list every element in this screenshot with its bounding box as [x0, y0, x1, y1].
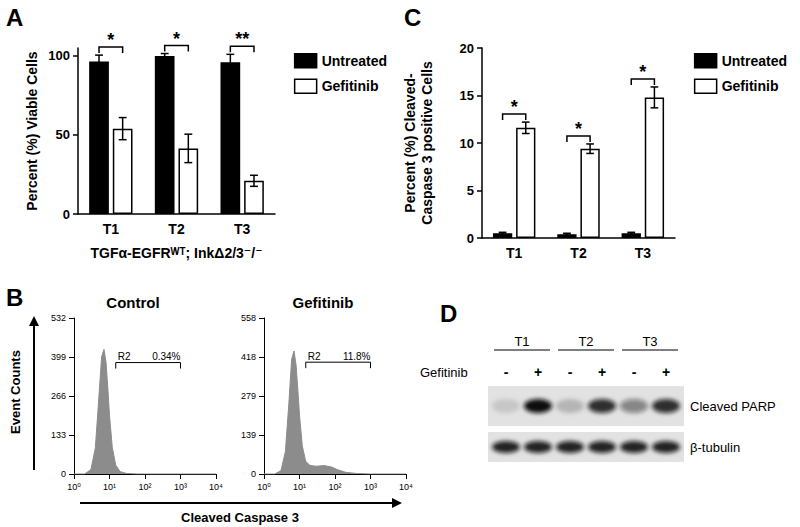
- svg-text:10³: 10³: [364, 482, 377, 492]
- svg-text:532: 532: [51, 313, 66, 323]
- svg-text:Untreated: Untreated: [722, 53, 787, 69]
- svg-text:Gefitinib: Gefitinib: [420, 365, 468, 380]
- svg-text:T2: T2: [168, 221, 185, 237]
- svg-text:558: 558: [241, 313, 256, 323]
- svg-text:279: 279: [241, 391, 256, 401]
- svg-text:*: *: [511, 97, 518, 117]
- svg-text:T1: T1: [514, 334, 529, 349]
- svg-text:0: 0: [251, 469, 256, 479]
- svg-text:T3: T3: [635, 245, 652, 261]
- svg-text:10: 10: [460, 136, 474, 151]
- svg-text:+: +: [662, 364, 670, 380]
- svg-text:10²: 10²: [328, 482, 341, 492]
- svg-text:11.8%: 11.8%: [343, 351, 371, 362]
- svg-text:Percent (%) Viable Cells: Percent (%) Viable Cells: [24, 51, 40, 210]
- svg-text:Gefitinib: Gefitinib: [322, 78, 379, 94]
- svg-text:418: 418: [241, 352, 256, 362]
- svg-text:T3: T3: [642, 334, 657, 349]
- svg-text:10³: 10³: [174, 482, 187, 492]
- svg-text:Gefitinib: Gefitinib: [293, 294, 354, 311]
- svg-text:B: B: [6, 284, 23, 311]
- svg-text:50: 50: [56, 127, 70, 142]
- svg-text:100: 100: [48, 48, 70, 63]
- svg-text:266: 266: [51, 391, 66, 401]
- svg-text:-: -: [632, 364, 637, 380]
- svg-text:Caspase 3 positive Cells: Caspase 3 positive Cells: [419, 61, 435, 225]
- svg-text:10⁴: 10⁴: [399, 482, 413, 492]
- svg-text:10⁰: 10⁰: [67, 482, 81, 492]
- svg-text:β-tubulin: β-tubulin: [690, 440, 740, 455]
- svg-text:10¹: 10¹: [293, 482, 306, 492]
- svg-text:T3: T3: [234, 221, 251, 237]
- svg-text:+: +: [534, 364, 542, 380]
- svg-text:Untreated: Untreated: [322, 53, 387, 69]
- svg-text:0: 0: [61, 469, 66, 479]
- svg-text:10⁴: 10⁴: [209, 482, 223, 492]
- svg-text:10⁰: 10⁰: [257, 482, 271, 492]
- svg-text:*: *: [107, 30, 114, 50]
- svg-text:R2: R2: [118, 351, 131, 362]
- svg-text:139: 139: [241, 430, 256, 440]
- svg-text:0: 0: [63, 207, 70, 222]
- svg-text:133: 133: [51, 430, 66, 440]
- svg-text:T1: T1: [103, 221, 120, 237]
- svg-text:399: 399: [51, 352, 66, 362]
- svg-text:-: -: [504, 364, 509, 380]
- svg-text:Percent (%) Cleaved-: Percent (%) Cleaved-: [402, 73, 418, 213]
- svg-text:R2: R2: [308, 351, 321, 362]
- svg-text:0: 0: [467, 231, 474, 246]
- svg-text:Control: Control: [106, 294, 159, 311]
- svg-text:*: *: [575, 119, 582, 139]
- svg-text:0.34%: 0.34%: [152, 351, 180, 362]
- svg-text:**: **: [235, 29, 249, 49]
- svg-text:15: 15: [460, 88, 474, 103]
- svg-text:Cleaved PARP: Cleaved PARP: [690, 399, 776, 414]
- svg-text:10¹: 10¹: [103, 482, 116, 492]
- svg-text:Cleaved Caspase 3: Cleaved Caspase 3: [181, 510, 299, 525]
- svg-text:A: A: [6, 4, 23, 31]
- svg-text:D: D: [440, 300, 457, 327]
- svg-text:Event Counts: Event Counts: [8, 350, 23, 434]
- svg-text:*: *: [173, 29, 180, 49]
- svg-text:20: 20: [460, 41, 474, 56]
- svg-text:T1: T1: [506, 245, 523, 261]
- svg-text:T2: T2: [578, 334, 593, 349]
- svg-text:5: 5: [467, 183, 474, 198]
- svg-text:C: C: [404, 4, 421, 31]
- svg-text:TGFα-EGFRᵂᵀ; InkΔ2/3⁻/⁻: TGFα-EGFRᵂᵀ; InkΔ2/3⁻/⁻: [90, 245, 262, 261]
- svg-text:+: +: [598, 364, 606, 380]
- svg-text:T2: T2: [570, 245, 587, 261]
- svg-text:*: *: [639, 62, 646, 82]
- svg-text:-: -: [568, 364, 573, 380]
- svg-text:Gefitinib: Gefitinib: [722, 78, 779, 94]
- svg-text:10²: 10²: [138, 482, 151, 492]
